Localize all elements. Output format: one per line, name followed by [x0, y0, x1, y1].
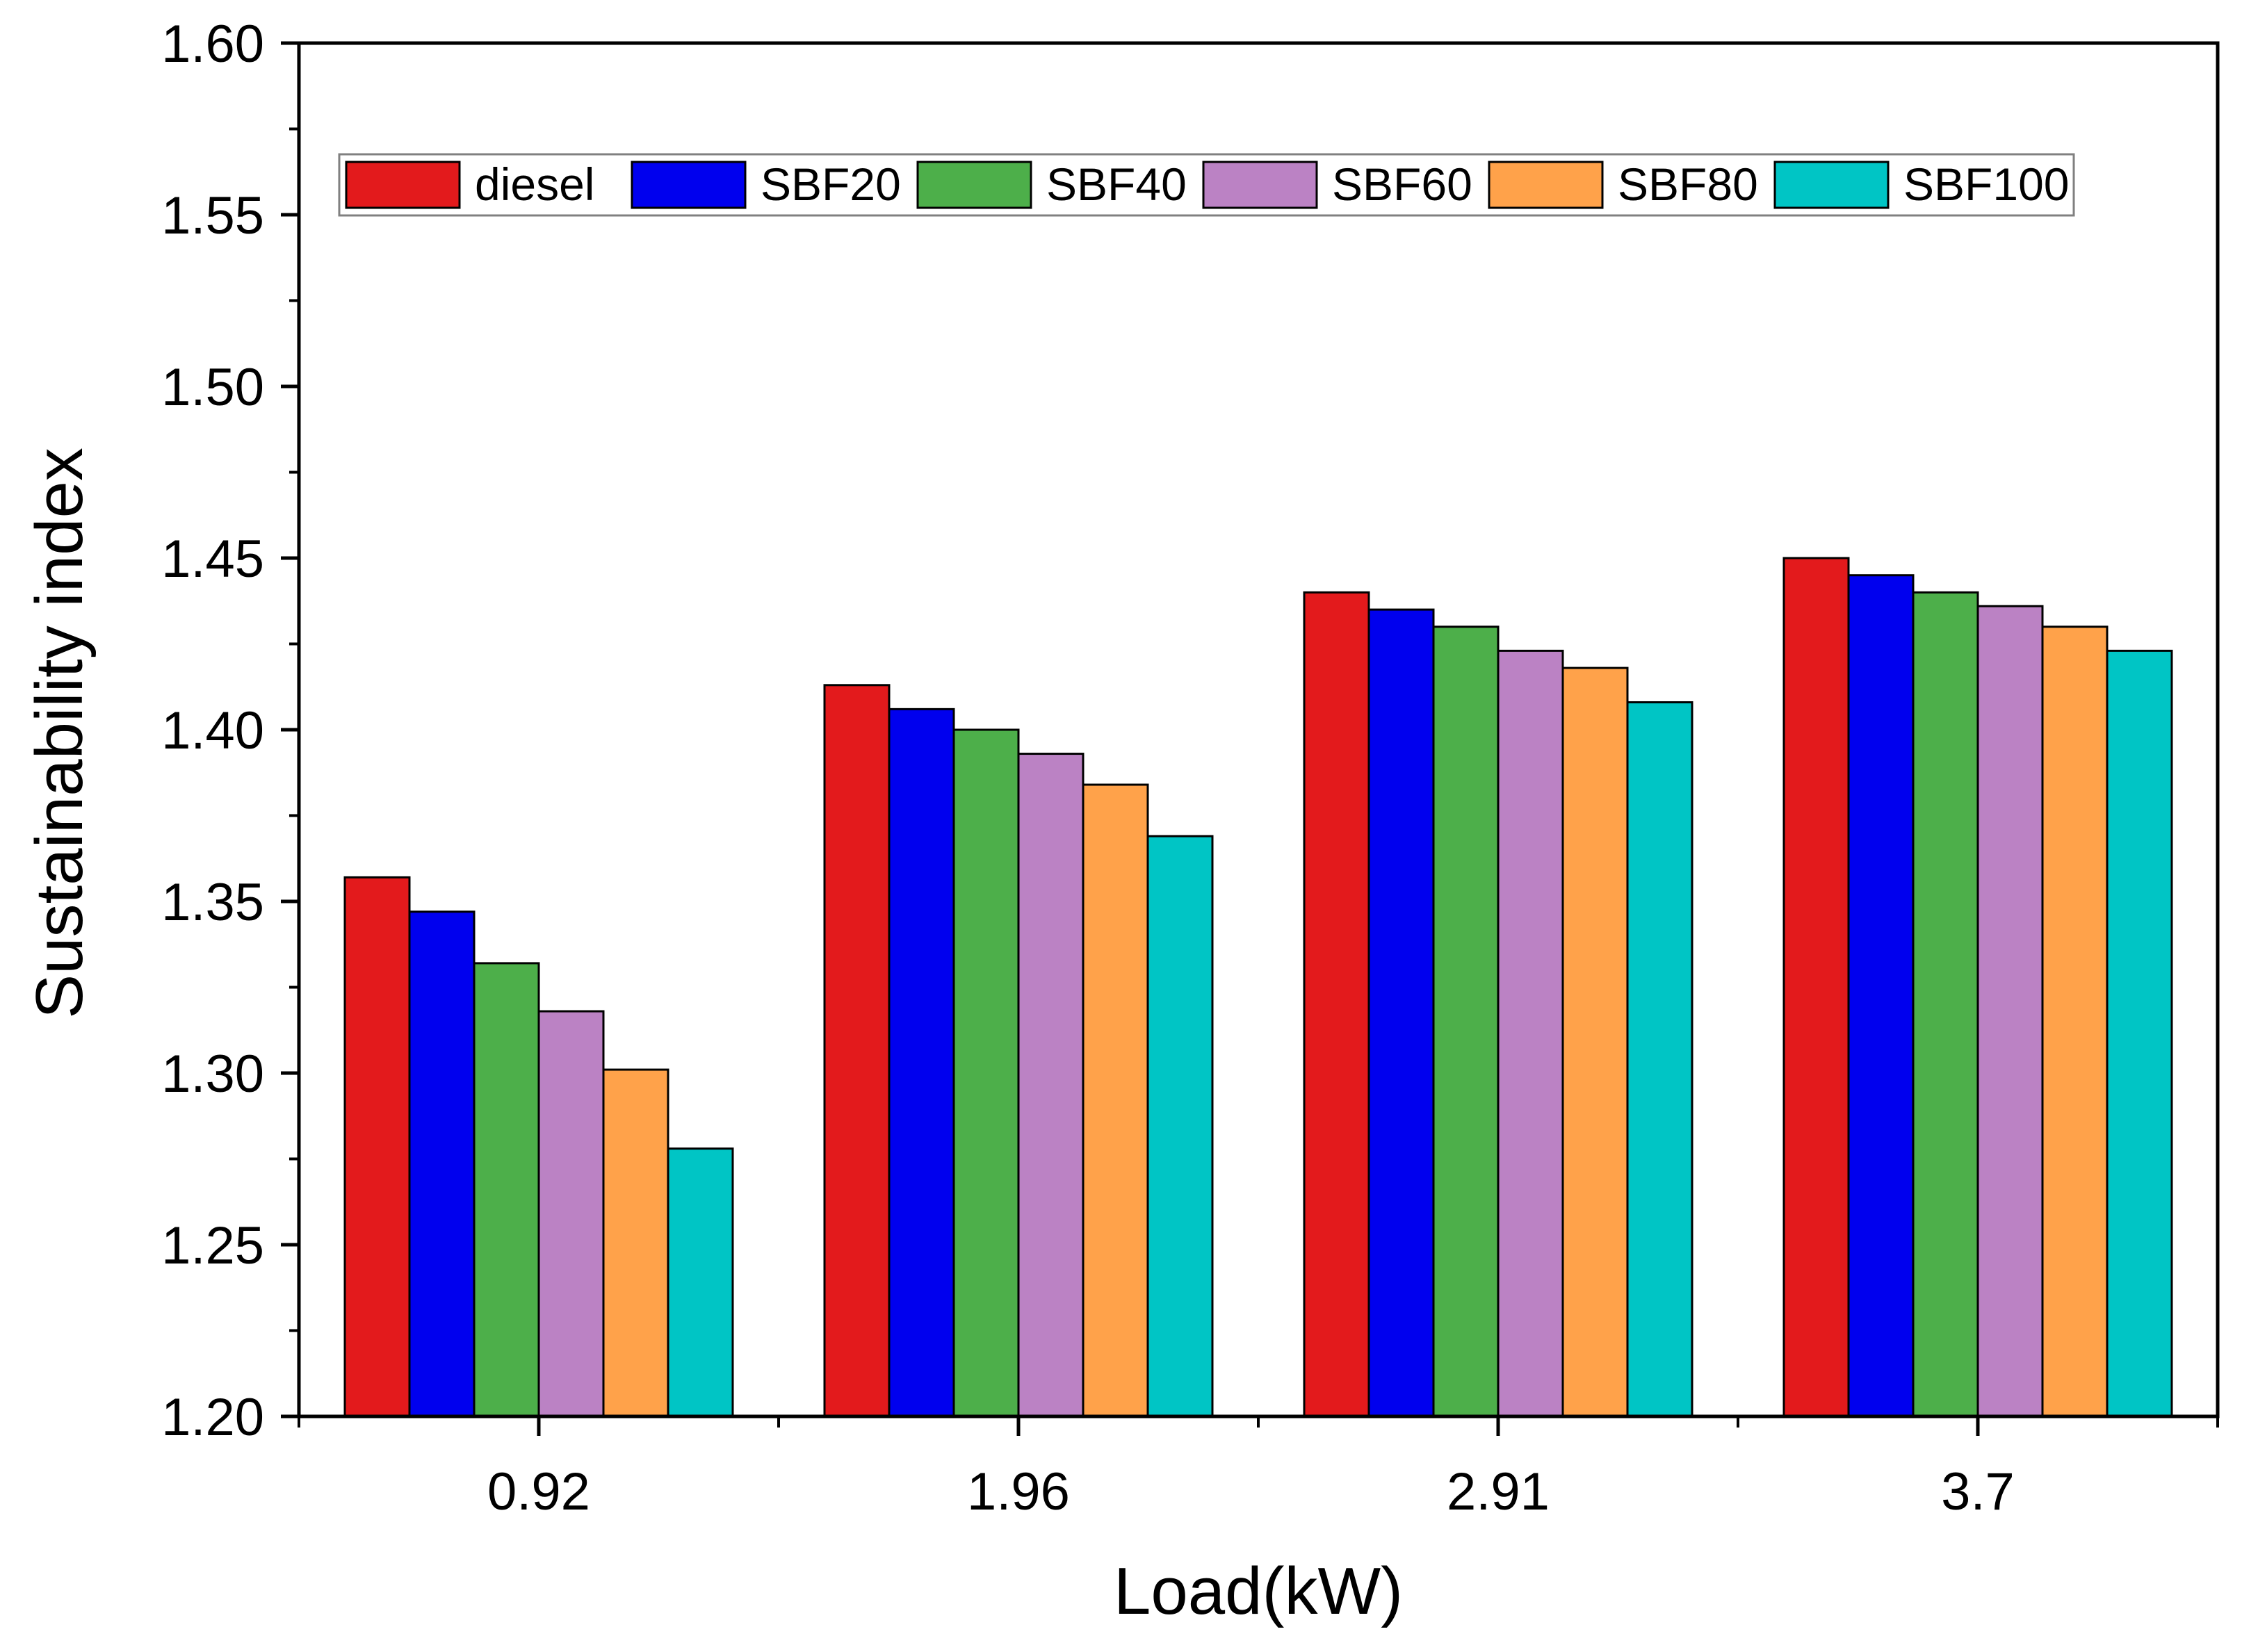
legend-swatch-diesel — [345, 161, 461, 209]
legend: diesel SBF20 SBF40 SBF60 SBF80 SBF100 — [338, 153, 2075, 217]
bars-layer — [343, 557, 2173, 1418]
bar-SBF20-2.91 — [1367, 608, 1435, 1418]
legend-swatch-SBF40 — [916, 161, 1032, 209]
bar-SBF80-1.96 — [1082, 783, 1149, 1418]
x-axis-title: Load(kW) — [1114, 1554, 1403, 1628]
y-tick-label: 1.20 — [161, 1388, 264, 1447]
bar-diesel-1.96 — [823, 684, 891, 1418]
bar-SBF100-2.91 — [1626, 701, 1693, 1418]
y-tick-label: 1.35 — [161, 873, 264, 932]
y-tick-label: 1.60 — [161, 15, 264, 74]
legend-label-SBF60: SBF60 — [1332, 158, 1472, 210]
bar-SBF100-1.96 — [1146, 835, 1214, 1418]
bar-SBF40-1.96 — [952, 728, 1020, 1418]
bar-SBF80-2.91 — [1561, 666, 1629, 1418]
legend-label-SBF100: SBF100 — [1903, 158, 2069, 210]
bar-SBF40-3.7 — [1912, 591, 1979, 1418]
x-tick-label: 0.92 — [487, 1462, 590, 1521]
y-tick-label: 1.45 — [161, 530, 264, 589]
bar-SBF60-2.91 — [1497, 649, 1564, 1418]
bar-SBF40-0.92 — [473, 962, 540, 1418]
y-tick-label: 1.40 — [161, 701, 264, 760]
legend-label-SBF20: SBF20 — [761, 158, 901, 210]
y-axis-title: Sustainability index — [22, 448, 97, 1019]
bar-SBF20-0.92 — [408, 910, 476, 1418]
bar-SBF100-3.7 — [2106, 649, 2173, 1418]
y-tick-label: 1.55 — [161, 186, 264, 245]
y-tick-label: 1.25 — [161, 1216, 264, 1275]
y-tick-label: 1.30 — [161, 1045, 264, 1104]
legend-label-SBF80: SBF80 — [1618, 158, 1758, 210]
bar-diesel-0.92 — [343, 876, 411, 1418]
bar-SBF100-0.92 — [667, 1147, 734, 1418]
legend-swatch-SBF20 — [631, 161, 747, 209]
legend-label-diesel: diesel — [475, 158, 594, 210]
bar-SBF20-1.96 — [888, 708, 955, 1418]
bar-SBF60-3.7 — [1976, 605, 2044, 1418]
y-tick-label: 1.50 — [161, 358, 264, 417]
legend-swatch-SBF60 — [1202, 161, 1318, 209]
bar-SBF60-0.92 — [537, 1010, 605, 1418]
x-tick-label: 2.91 — [1447, 1462, 1550, 1521]
bar-SBF60-1.96 — [1017, 753, 1085, 1418]
legend-label-SBF40: SBF40 — [1046, 158, 1187, 210]
legend-swatch-SBF100 — [1773, 161, 1890, 209]
bar-diesel-3.7 — [1782, 557, 1850, 1418]
bar-SBF20-3.7 — [1847, 574, 1915, 1418]
legend-swatch-SBF80 — [1488, 161, 1604, 209]
axes-layer: 1.20 1.25 1.30 1.35 1.40 1.45 1.50 1.55 1.60 0.92… — [161, 15, 2220, 1521]
bar-diesel-2.91 — [1303, 591, 1370, 1418]
bar-SBF80-3.7 — [2041, 625, 2109, 1418]
bar-SBF40-2.91 — [1432, 625, 1500, 1418]
bar-SBF80-0.92 — [602, 1068, 669, 1418]
x-tick-label: 3.7 — [1941, 1462, 2015, 1521]
x-tick-label: 1.96 — [967, 1462, 1070, 1521]
